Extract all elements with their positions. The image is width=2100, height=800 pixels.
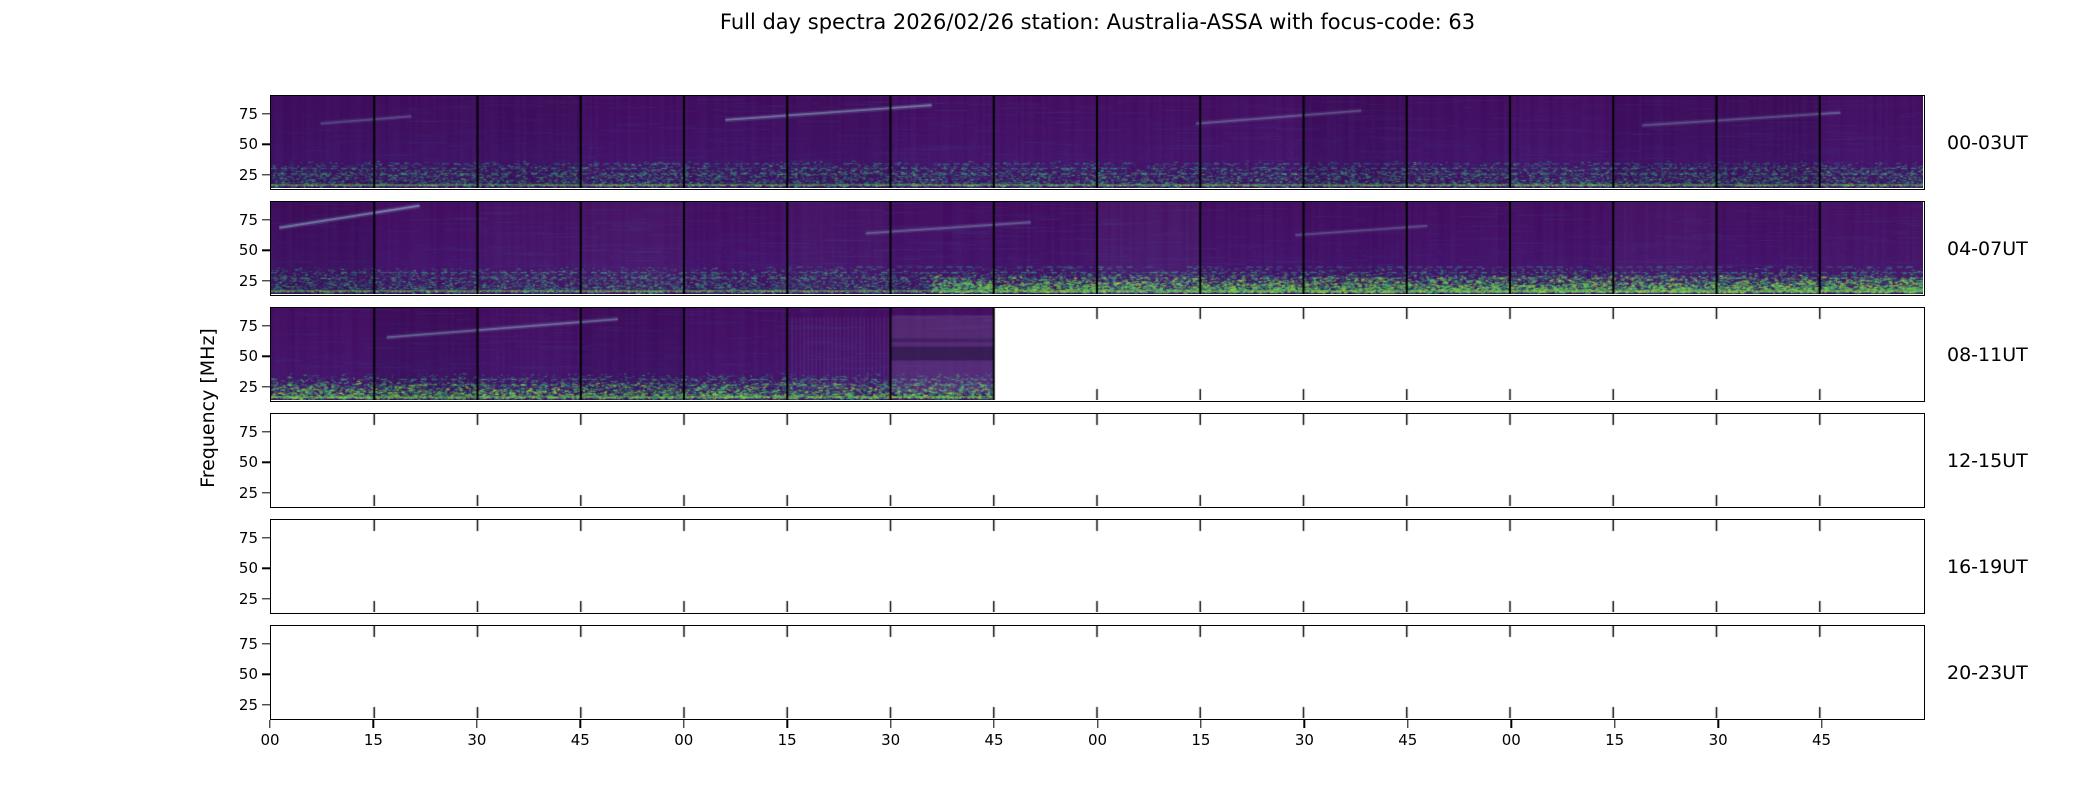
y-tick-mark xyxy=(262,704,270,706)
spectra-row-00-03UT xyxy=(270,95,1925,190)
x-tick-mark xyxy=(993,720,995,728)
row-label-00-03UT: 00-03UT xyxy=(1947,131,2028,154)
x-tick-label: 00 xyxy=(674,731,694,749)
y-tick-label: 50 xyxy=(238,241,258,260)
x-tick-label: 45 xyxy=(984,731,1004,749)
x-tick-label: 45 xyxy=(1812,731,1832,749)
spectrogram-canvas-08-11UT xyxy=(271,308,1923,400)
x-tick-mark xyxy=(1820,720,1823,728)
y-tick-label: 25 xyxy=(238,271,258,290)
x-tick-label: 30 xyxy=(1294,731,1314,749)
x-tick-mark xyxy=(1613,720,1616,728)
x-tick-mark xyxy=(579,720,582,728)
y-tick-mark xyxy=(262,492,270,494)
x-tick-mark xyxy=(786,720,788,728)
y-tick-label: 75 xyxy=(238,635,258,653)
chart-title: Full day spectra 2026/02/26 station: Aus… xyxy=(719,10,1476,34)
y-tick-label: 50 xyxy=(238,453,258,472)
y-axis-label: Frequency [MHz] xyxy=(197,328,219,488)
y-tick-mark xyxy=(262,325,270,327)
y-tick-mark xyxy=(262,673,270,676)
x-tick-mark xyxy=(1510,720,1512,728)
y-tick-label: 75 xyxy=(238,105,258,123)
x-tick-label: 15 xyxy=(1605,731,1625,749)
x-tick-mark xyxy=(1303,720,1306,728)
x-tick-mark xyxy=(1407,720,1409,728)
x-tick-label: 00 xyxy=(1501,731,1521,749)
row-label-08-11UT: 08-11UT xyxy=(1947,343,2028,366)
spectra-row-16-19UT xyxy=(270,519,1925,614)
y-tick-label: 50 xyxy=(238,559,258,578)
y-tick-label: 25 xyxy=(238,695,258,714)
y-tick-label: 75 xyxy=(238,529,258,547)
x-tick-label: 15 xyxy=(1191,731,1211,749)
x-tick-label: 45 xyxy=(570,731,590,749)
x-tick-label: 30 xyxy=(467,731,487,749)
y-tick-mark xyxy=(262,598,270,600)
spectra-row-20-23UT xyxy=(270,625,1925,720)
x-tick-label: 00 xyxy=(260,731,280,749)
y-tick-mark xyxy=(262,249,270,252)
y-tick-mark xyxy=(262,280,270,282)
spectrogram-canvas-00-03UT xyxy=(271,96,1923,188)
y-tick-label: 25 xyxy=(238,589,258,608)
y-tick-label: 75 xyxy=(238,317,258,335)
y-tick-label: 50 xyxy=(238,665,258,684)
x-tick-label: 00 xyxy=(1087,731,1108,749)
y-tick-mark xyxy=(262,537,270,539)
x-tick-label: 45 xyxy=(1398,731,1418,749)
x-tick-label: 15 xyxy=(363,731,383,749)
spectra-row-12-15UT xyxy=(270,413,1925,508)
y-tick-mark xyxy=(262,431,270,433)
x-tick-mark xyxy=(372,720,375,728)
y-tick-mark xyxy=(262,643,270,645)
spectrogram-canvas-12-15UT xyxy=(271,414,1923,506)
row-label-04-07UT: 04-07UT xyxy=(1947,237,2028,260)
y-tick-label: 50 xyxy=(238,347,258,366)
y-tick-mark xyxy=(262,143,270,146)
y-tick-mark xyxy=(262,174,270,176)
y-tick-mark xyxy=(262,355,270,358)
x-tick-label: 30 xyxy=(881,731,901,749)
row-label-20-23UT: 20-23UT xyxy=(1947,661,2028,684)
y-tick-label: 75 xyxy=(238,423,258,441)
spectra-row-08-11UT xyxy=(270,307,1925,402)
spectra-row-04-07UT xyxy=(270,201,1925,296)
x-tick-mark xyxy=(1096,720,1099,728)
y-tick-label: 25 xyxy=(238,165,258,184)
row-label-16-19UT: 16-19UT xyxy=(1947,555,2028,578)
y-tick-mark xyxy=(262,461,270,464)
y-tick-label: 25 xyxy=(238,377,258,396)
x-tick-mark xyxy=(476,720,478,728)
y-tick-label: 50 xyxy=(238,135,258,154)
y-tick-mark xyxy=(262,386,270,388)
x-tick-mark xyxy=(269,720,271,728)
y-tick-label: 25 xyxy=(238,483,258,502)
y-tick-mark xyxy=(262,567,270,570)
y-tick-mark xyxy=(262,113,270,115)
x-tick-mark xyxy=(683,720,685,728)
spectrogram-canvas-04-07UT xyxy=(271,202,1923,294)
row-label-12-15UT: 12-15UT xyxy=(1947,449,2028,472)
spectrogram-canvas-16-19UT xyxy=(271,520,1923,612)
x-tick-label: 15 xyxy=(777,731,797,749)
x-tick-label: 30 xyxy=(1708,731,1728,749)
y-tick-mark xyxy=(262,219,270,221)
y-tick-label: 75 xyxy=(238,211,258,229)
x-tick-mark xyxy=(889,720,892,728)
x-tick-mark xyxy=(1200,720,1202,728)
spectrogram-canvas-20-23UT xyxy=(271,626,1923,718)
x-tick-mark xyxy=(1717,720,1719,728)
